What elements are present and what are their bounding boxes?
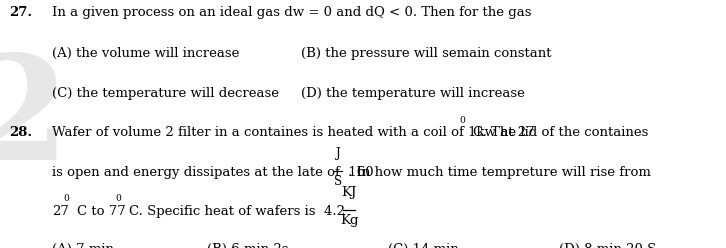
Text: (A) 7 min: (A) 7 min: [52, 243, 114, 248]
Text: 27.: 27.: [9, 6, 32, 19]
Text: Wafer of volume 2 filter in a containes is heated with a coil of 1kw at 27: Wafer of volume 2 filter in a containes …: [52, 126, 535, 139]
Text: (D) the temperature will increase: (D) the temperature will increase: [301, 87, 525, 100]
Text: (C) 14 min: (C) 14 min: [388, 243, 459, 248]
Text: 0: 0: [115, 194, 121, 203]
Text: S: S: [334, 175, 343, 188]
Text: (B) 6 min 2s: (B) 6 min 2s: [207, 243, 288, 248]
Text: (C) the temperature will decrease: (C) the temperature will decrease: [52, 87, 280, 100]
Text: 0: 0: [460, 116, 465, 125]
Text: (A) the volume will increase: (A) the volume will increase: [52, 47, 240, 60]
Text: is open and energy dissipates at the late of  160: is open and energy dissipates at the lat…: [52, 166, 374, 179]
Text: C. The lid of the containes: C. The lid of the containes: [473, 126, 648, 139]
Text: J: J: [336, 148, 340, 160]
Text: 0: 0: [63, 194, 69, 203]
Text: C. Specific heat of wafers is  4.2: C. Specific heat of wafers is 4.2: [129, 205, 349, 217]
Text: Kg: Kg: [340, 215, 359, 227]
Text: KJ: KJ: [342, 186, 357, 199]
Text: 28.: 28.: [9, 126, 32, 139]
Text: (B) the pressure will semain constant: (B) the pressure will semain constant: [301, 47, 552, 60]
Text: . In how much time tempreture will rise from: . In how much time tempreture will rise …: [348, 166, 650, 179]
Text: In a given process on an ideal gas dw = 0 and dQ < 0. Then for the gas: In a given process on an ideal gas dw = …: [52, 6, 531, 19]
Text: C to 77: C to 77: [77, 205, 126, 217]
Text: (D) 8 min 20 S: (D) 8 min 20 S: [559, 243, 656, 248]
Text: 2: 2: [0, 49, 69, 189]
Text: 27: 27: [52, 205, 69, 217]
